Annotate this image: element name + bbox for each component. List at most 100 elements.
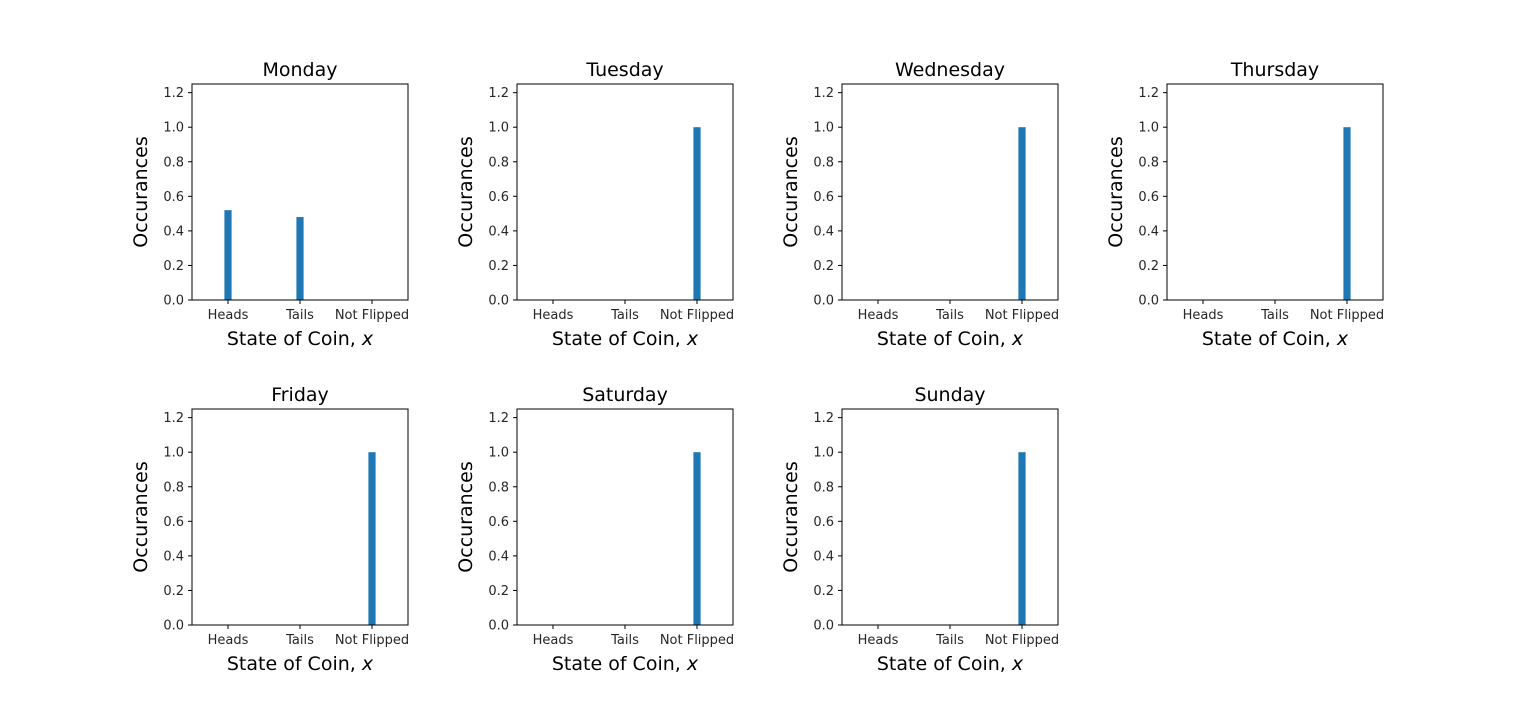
y-tick-label: 1.0 bbox=[813, 121, 834, 136]
y-axis-label: Occurances bbox=[130, 136, 152, 247]
subplot-title: Monday bbox=[262, 59, 337, 81]
subplot-monday: 0.0 0.2 0.4 0.6 0.8 1.0 1.2 Heads Tails Not Flipp… bbox=[130, 59, 409, 350]
y-tick-label: 0.8 bbox=[163, 155, 184, 170]
bar-not-flipped bbox=[693, 452, 701, 625]
x-tick-label: Not Flipped bbox=[985, 633, 1059, 648]
subplot-sunday: 0.0 0.2 0.4 0.6 0.8 1.0 1.2 Heads Tails Not Flipp… bbox=[780, 384, 1059, 675]
subplot-saturday: 0.0 0.2 0.4 0.6 0.8 1.0 1.2 Heads Tails Not Flipp… bbox=[455, 384, 734, 675]
y-tick-label: 0.4 bbox=[813, 549, 834, 564]
x-tick-label: Tails bbox=[935, 633, 964, 648]
y-tick-label: 0.0 bbox=[163, 294, 184, 309]
subplot-friday: 0.0 0.2 0.4 0.6 0.8 1.0 1.2 Heads Tails Not Flipp… bbox=[130, 384, 409, 675]
x-axis-label: State of Coin, x bbox=[1202, 328, 1349, 350]
y-tick-label: 0.2 bbox=[813, 584, 834, 599]
y-tick-label: 1.2 bbox=[1138, 86, 1159, 101]
x-tick-label: Tails bbox=[285, 633, 314, 648]
bar-not-flipped bbox=[1343, 127, 1351, 300]
x-axis-label: State of Coin, x bbox=[227, 653, 374, 675]
x-tick-label: Heads bbox=[533, 308, 574, 323]
x-axis-label: State of Coin, x bbox=[877, 653, 1024, 675]
y-tick-label: 1.2 bbox=[163, 411, 184, 426]
y-tick-label: 0.2 bbox=[488, 584, 509, 599]
y-tick-label: 0.6 bbox=[488, 190, 509, 205]
bar-not-flipped bbox=[1018, 127, 1026, 300]
x-tick-label: Not Flipped bbox=[335, 633, 409, 648]
y-tick-label: 1.0 bbox=[488, 121, 509, 136]
y-tick-label: 1.0 bbox=[813, 446, 834, 461]
y-axis-label: Occurances bbox=[455, 136, 477, 247]
y-tick-label: 1.0 bbox=[1138, 121, 1159, 136]
x-tick-label: Heads bbox=[858, 308, 899, 323]
y-tick-label: 0.8 bbox=[813, 480, 834, 495]
bar-not-flipped bbox=[693, 127, 701, 300]
y-tick-label: 0.6 bbox=[813, 190, 834, 205]
x-tick-label: Tails bbox=[1260, 308, 1289, 323]
y-tick-label: 0.6 bbox=[163, 515, 184, 530]
subplot-title: Saturday bbox=[582, 384, 668, 406]
x-tick-label: Tails bbox=[935, 308, 964, 323]
subplot-title: Wednesday bbox=[895, 59, 1005, 81]
y-tick-label: 0.2 bbox=[163, 584, 184, 599]
y-tick-label: 1.2 bbox=[488, 411, 509, 426]
x-tick-label: Heads bbox=[1183, 308, 1224, 323]
x-tick-label: Not Flipped bbox=[335, 308, 409, 323]
x-tick-label: Heads bbox=[208, 633, 249, 648]
y-tick-label: 0.8 bbox=[813, 155, 834, 170]
x-tick-label: Not Flipped bbox=[1310, 308, 1384, 323]
x-tick-label: Tails bbox=[285, 308, 314, 323]
y-tick-label: 0.0 bbox=[163, 619, 184, 634]
y-tick-label: 1.2 bbox=[813, 411, 834, 426]
y-axis-label: Occurances bbox=[130, 461, 152, 572]
subplot-title: Friday bbox=[271, 384, 329, 406]
y-tick-label: 0.0 bbox=[813, 619, 834, 634]
subplot-thursday: 0.0 0.2 0.4 0.6 0.8 1.0 1.2 Heads Tails Not Flipp… bbox=[1105, 59, 1384, 350]
x-tick-label: Heads bbox=[533, 633, 574, 648]
y-tick-label: 1.2 bbox=[488, 86, 509, 101]
bar-heads bbox=[224, 210, 232, 300]
y-tick-label: 0.2 bbox=[813, 259, 834, 274]
x-tick-label: Tails bbox=[610, 633, 639, 648]
y-tick-label: 0.4 bbox=[1138, 224, 1159, 239]
y-tick-label: 0.4 bbox=[488, 224, 509, 239]
x-tick-label: Not Flipped bbox=[660, 633, 734, 648]
y-tick-label: 0.2 bbox=[488, 259, 509, 274]
subplot-title: Sunday bbox=[914, 384, 985, 406]
x-axis-label: State of Coin, x bbox=[552, 653, 699, 675]
x-axis-label: State of Coin, x bbox=[877, 328, 1024, 350]
bar-tails bbox=[296, 217, 304, 300]
bar-not-flipped bbox=[1018, 452, 1026, 625]
subplot-title: Thursday bbox=[1230, 59, 1319, 81]
y-tick-label: 0.6 bbox=[813, 515, 834, 530]
y-tick-label: 0.0 bbox=[813, 294, 834, 309]
y-tick-label: 1.2 bbox=[163, 86, 184, 101]
y-axis-label: Occurances bbox=[1105, 136, 1127, 247]
y-tick-label: 0.4 bbox=[163, 549, 184, 564]
x-axis-label: State of Coin, x bbox=[227, 328, 374, 350]
y-tick-label: 0.8 bbox=[1138, 155, 1159, 170]
y-tick-label: 1.0 bbox=[163, 121, 184, 136]
y-tick-label: 0.8 bbox=[488, 155, 509, 170]
y-tick-label: 1.0 bbox=[163, 446, 184, 461]
y-tick-label: 1.2 bbox=[813, 86, 834, 101]
x-tick-label: Tails bbox=[610, 308, 639, 323]
subplot-title: Tuesday bbox=[585, 59, 663, 81]
y-axis-label: Occurances bbox=[780, 461, 802, 572]
subplot-wednesday: 0.0 0.2 0.4 0.6 0.8 1.0 1.2 Heads Tails Not Flipp… bbox=[780, 59, 1059, 350]
x-axis-label: State of Coin, x bbox=[552, 328, 699, 350]
x-tick-label: Heads bbox=[208, 308, 249, 323]
y-tick-label: 0.6 bbox=[163, 190, 184, 205]
y-tick-label: 0.0 bbox=[488, 619, 509, 634]
y-axis-label: Occurances bbox=[455, 461, 477, 572]
y-tick-label: 0.4 bbox=[488, 549, 509, 564]
y-tick-label: 0.6 bbox=[488, 515, 509, 530]
y-tick-label: 0.2 bbox=[163, 259, 184, 274]
y-tick-label: 0.0 bbox=[1138, 294, 1159, 309]
y-tick-label: 0.4 bbox=[163, 224, 184, 239]
y-tick-label: 0.6 bbox=[1138, 190, 1159, 205]
y-tick-label: 0.8 bbox=[163, 480, 184, 495]
subplot-tuesday: 0.0 0.2 0.4 0.6 0.8 1.0 1.2 Heads Tails Not Flipp… bbox=[455, 59, 734, 350]
x-tick-label: Heads bbox=[858, 633, 899, 648]
y-tick-label: 0.8 bbox=[488, 480, 509, 495]
x-tick-label: Not Flipped bbox=[985, 308, 1059, 323]
